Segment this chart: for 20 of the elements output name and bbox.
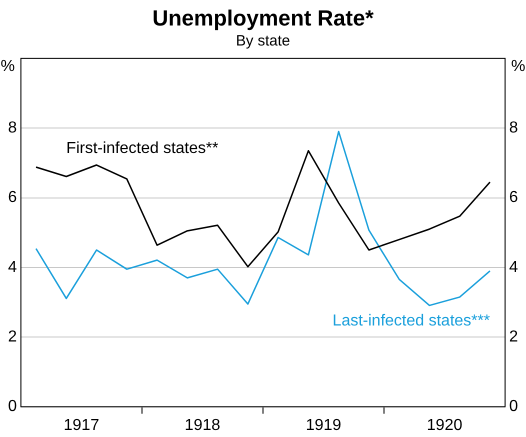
x-tick-label: 1919 (306, 416, 342, 434)
y2-axis-title: % (511, 58, 526, 75)
x-tick-label: 1918 (184, 416, 220, 434)
y2-tick-label: 0 (509, 398, 518, 416)
y2-tick-label: 8 (509, 119, 518, 136)
chart-subtitle: By state (236, 32, 290, 50)
series-label: Last-infected states*** (332, 312, 490, 330)
y2-tick-label: 6 (509, 189, 518, 206)
chart-title: Unemployment Rate* (152, 5, 374, 30)
y-tick-label: 8 (8, 119, 17, 136)
y-tick-label: 0 (8, 398, 17, 416)
y-tick-label: 6 (8, 189, 17, 206)
y-tick-label: 2 (8, 328, 17, 346)
y-tick-label: 4 (8, 258, 17, 276)
series-label: First-infected states** (66, 140, 218, 157)
x-tick-label: 1920 (426, 416, 462, 434)
x-tick-label: 1917 (64, 416, 100, 434)
y2-tick-label: 4 (509, 258, 518, 276)
y2-tick-label: 2 (509, 328, 518, 346)
y-axis-title: % (0, 58, 15, 75)
